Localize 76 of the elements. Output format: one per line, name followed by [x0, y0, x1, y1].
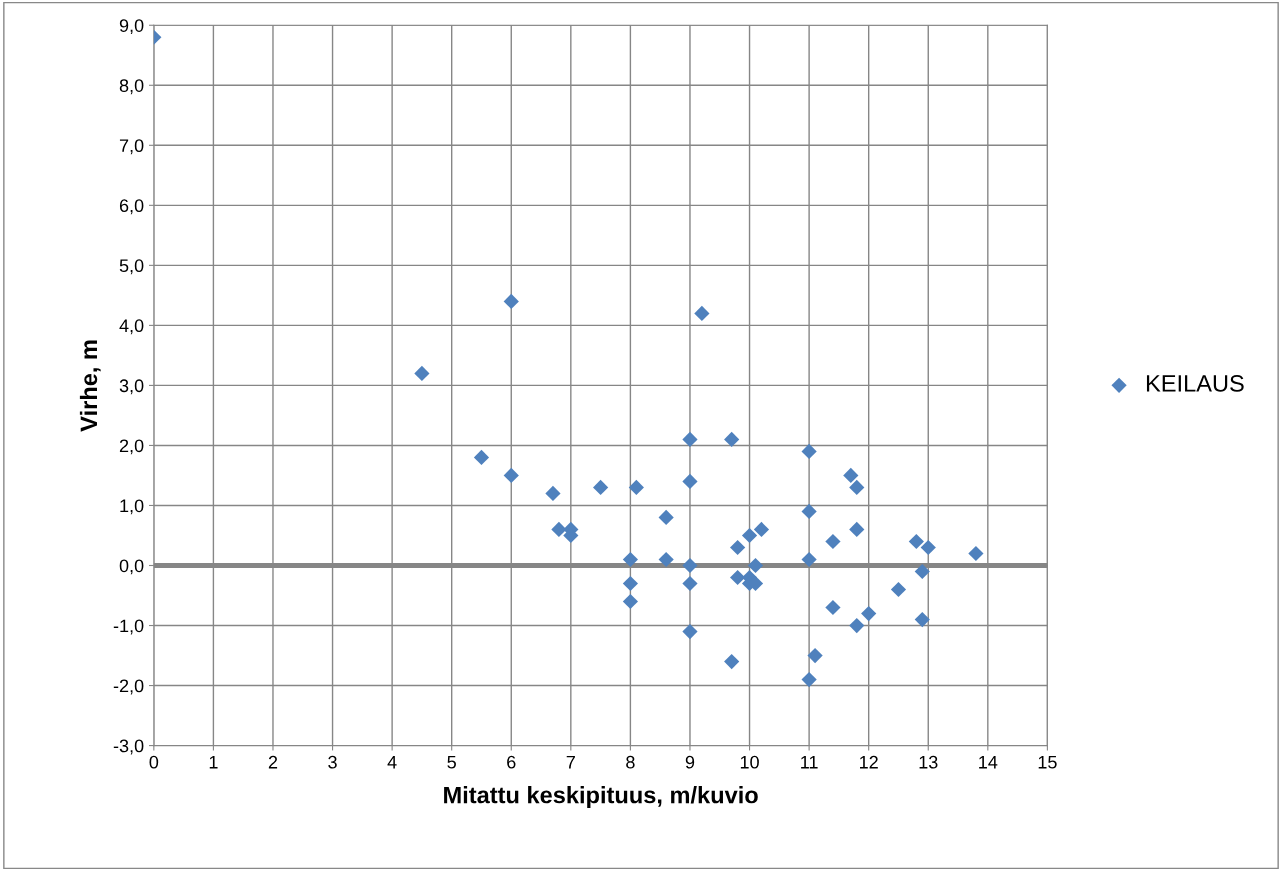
- y-tick-label: 4,0: [119, 319, 144, 335]
- point: [682, 557, 698, 574]
- point: [825, 533, 841, 550]
- y-axis-title: Virhe, m: [79, 340, 101, 432]
- x-tick-label: 5: [447, 755, 456, 769]
- y-tick-label: 9,0: [119, 19, 144, 35]
- x-tick-label: 13: [919, 755, 938, 769]
- point: [825, 599, 841, 616]
- point: [414, 365, 430, 382]
- point: [622, 551, 639, 568]
- point: [914, 611, 930, 628]
- point: [682, 575, 698, 592]
- x-tick-label: 14: [979, 755, 998, 769]
- x-tick-label: 15: [1038, 755, 1057, 769]
- point: [724, 653, 740, 670]
- x-tick-label: 12: [860, 755, 878, 769]
- point: [801, 551, 817, 568]
- point: [801, 671, 817, 688]
- x-tick-label: 10: [740, 755, 759, 769]
- point: [503, 293, 519, 309]
- y-tick-label: 7,0: [119, 139, 144, 155]
- y-tick-label: 6,0: [119, 199, 144, 215]
- point: [551, 521, 567, 538]
- x-tick-label: 3: [328, 755, 337, 769]
- point: [473, 449, 490, 466]
- point: [801, 443, 817, 460]
- point: [730, 569, 746, 586]
- point: [741, 527, 758, 544]
- point: [658, 551, 674, 568]
- point: [593, 479, 609, 496]
- point: [753, 521, 770, 538]
- x-axis-title: Mitattu keskipituus, m/kuvio: [444, 786, 758, 809]
- x-tick-label: 8: [626, 755, 635, 769]
- x-tick-label: 4: [387, 755, 397, 769]
- point: [861, 605, 877, 622]
- x-tick-label: 6: [507, 755, 516, 769]
- x-tick-label: 0: [149, 755, 159, 769]
- point: [694, 305, 710, 321]
- point: [914, 563, 930, 580]
- point: [682, 431, 698, 448]
- point: [503, 467, 519, 484]
- point: [682, 473, 698, 490]
- y-tick-label: 8,0: [119, 79, 144, 95]
- x-tick-label: 1: [209, 755, 218, 769]
- y-tick-label: 3,0: [119, 379, 144, 395]
- point: [622, 575, 639, 592]
- y-tick-label: -2,0: [113, 679, 144, 695]
- y-tick-label: 2,0: [119, 439, 144, 455]
- point: [849, 479, 865, 496]
- point: [545, 485, 561, 502]
- point: [807, 647, 823, 664]
- point: [968, 545, 984, 562]
- point: [730, 539, 746, 556]
- x-tick-label: 9: [685, 755, 695, 769]
- point: [849, 617, 865, 634]
- point: [628, 479, 644, 496]
- point: [890, 581, 907, 598]
- legend-label: KEILAUS: [1146, 375, 1244, 392]
- point: [622, 593, 639, 610]
- y-tick-label: 0,0: [119, 559, 144, 575]
- point: [849, 521, 865, 538]
- y-tick-label: -1,0: [113, 619, 144, 635]
- point: [843, 467, 859, 484]
- x-tick-label: 7: [566, 755, 575, 769]
- y-tick-label: 1,0: [120, 499, 144, 515]
- point: [658, 509, 674, 526]
- point: [747, 557, 764, 574]
- y-tick-label: 5,0: [119, 259, 144, 275]
- point: [801, 503, 817, 520]
- y-tick-label: -3,0: [113, 739, 144, 755]
- point: [682, 623, 698, 640]
- x-tick-label: 2: [268, 755, 278, 769]
- x-tick-label: 11: [801, 755, 818, 769]
- point: [920, 539, 936, 556]
- point: [724, 431, 740, 448]
- point: [908, 533, 924, 550]
